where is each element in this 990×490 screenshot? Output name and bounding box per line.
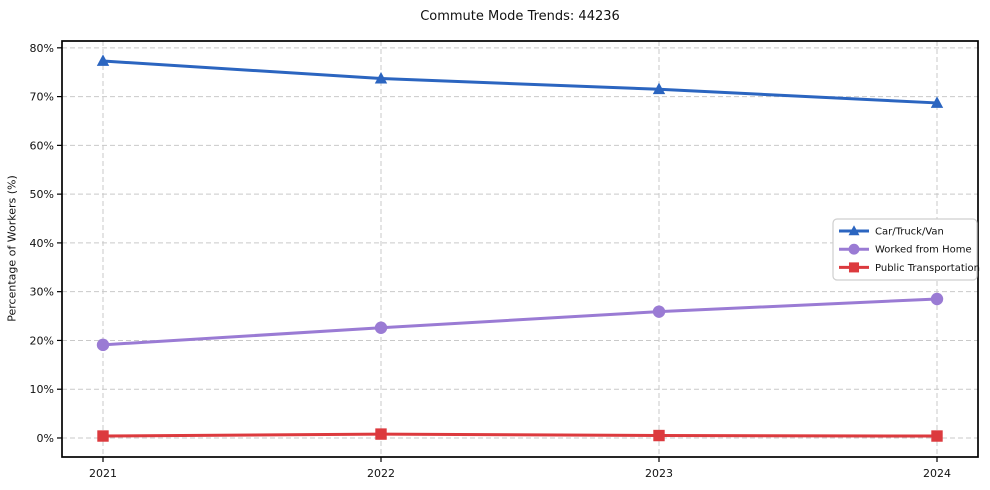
- y-tick-label: 30%: [30, 286, 54, 299]
- line-worked-from-home: [102, 297, 938, 347]
- x-tick-label: 2023: [645, 467, 673, 480]
- legend-marker-car-truck-van: [848, 225, 860, 236]
- legend-label-worked-from-home: Worked from Home: [875, 245, 972, 256]
- y-tick-label: 40%: [30, 237, 54, 250]
- marker-car-truck-van: [374, 71, 388, 84]
- marker-worked-from-home: [930, 292, 944, 306]
- marker-worked-from-home: [652, 305, 666, 318]
- y-tick-label: 70%: [30, 91, 54, 104]
- x-tick-label: 2024: [923, 467, 951, 480]
- marker-worked-from-home: [374, 321, 388, 334]
- x-tick-label: 2021: [89, 467, 117, 480]
- chart-title: Commute Mode Trends: 44236: [420, 9, 620, 24]
- legend-box: [832, 218, 978, 281]
- line-public-transportation: [102, 432, 938, 438]
- y-tick-label: 10%: [30, 383, 54, 396]
- plot-border: [61, 40, 979, 458]
- legend-marker-public-transportation: [848, 262, 860, 273]
- x-tick-label: 2022: [367, 467, 395, 480]
- marker-public-transportation: [653, 429, 665, 442]
- y-tick-label: 0%: [37, 432, 54, 445]
- y-tick-label: 20%: [30, 334, 54, 347]
- y-tick-label: 80%: [30, 42, 54, 55]
- marker-car-truck-van: [930, 96, 944, 108]
- y-tick-label: 50%: [30, 188, 54, 201]
- legend-label-public-transportation: Public Transportation: [875, 263, 980, 274]
- legend-marker-worked-from-home: [848, 243, 860, 255]
- marker-public-transportation: [375, 428, 387, 440]
- legend-label-car-truck-van: Car/Truck/Van: [875, 227, 944, 238]
- marker-public-transportation: [97, 430, 109, 442]
- marker-public-transportation: [931, 430, 943, 442]
- marker-car-truck-van: [652, 82, 666, 95]
- line-car-truck-van: [102, 59, 938, 105]
- y-axis-label: Percentage of Workers (%): [5, 175, 19, 322]
- y-tick-label: 60%: [30, 139, 54, 152]
- marker-worked-from-home: [96, 338, 110, 352]
- marker-car-truck-van: [96, 54, 110, 66]
